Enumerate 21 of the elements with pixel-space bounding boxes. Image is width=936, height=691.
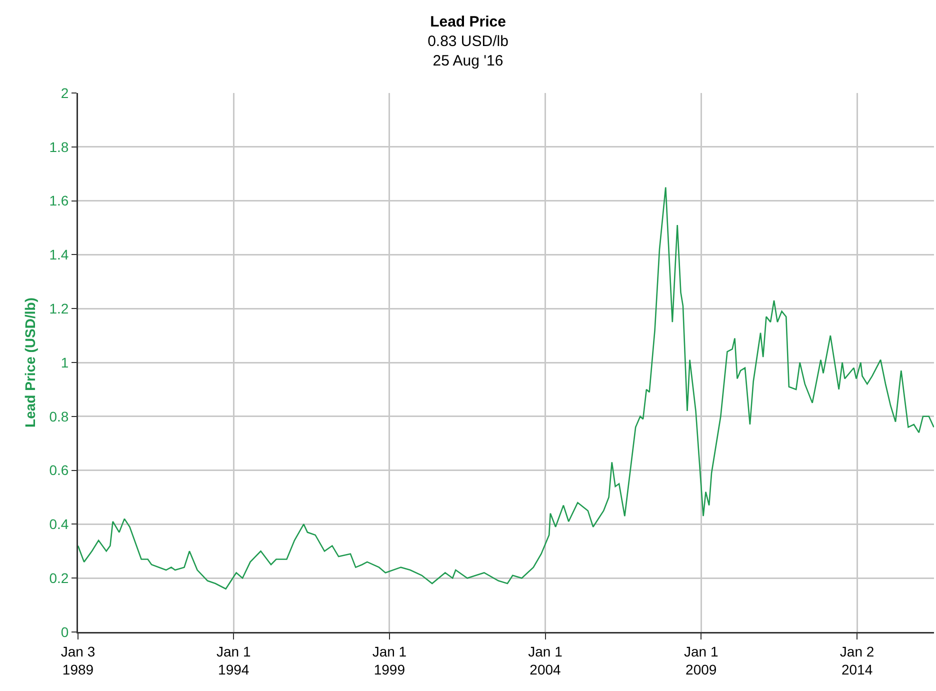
x-tick-label: Jan 1 2004 <box>528 643 563 678</box>
x-tick-label: Jan 2 2014 <box>840 643 874 678</box>
y-tick-label: 0.2 <box>49 570 69 586</box>
y-axis-title: Lead Price (USD/lb) <box>22 298 38 428</box>
y-tick-label: 0.4 <box>49 516 69 532</box>
x-tick-label: Jan 1 2009 <box>684 643 718 678</box>
y-tick-label: 0.6 <box>49 462 69 478</box>
line-series <box>78 186 934 590</box>
y-tick-label: 1.8 <box>49 138 69 155</box>
y-tick-label: 1 <box>60 354 69 370</box>
y-tick-label: 1.6 <box>49 192 69 209</box>
y-tick-label: 0 <box>60 624 69 640</box>
y-tick-label: 1.4 <box>49 246 69 263</box>
chart-title: Lead Price <box>430 13 506 30</box>
y-tick-label: 1.2 <box>49 300 69 316</box>
chart-subtitle: 0.83 USD/lb 25 Aug '16 <box>428 32 508 70</box>
x-tick-label: Jan 1 1994 <box>216 643 251 678</box>
x-tick-label: Jan 1 1999 <box>372 643 407 678</box>
y-tick-label: 0.8 <box>49 408 69 424</box>
y-tick-label: 2 <box>60 84 69 101</box>
x-tick-label: Jan 3 1989 <box>60 643 96 678</box>
